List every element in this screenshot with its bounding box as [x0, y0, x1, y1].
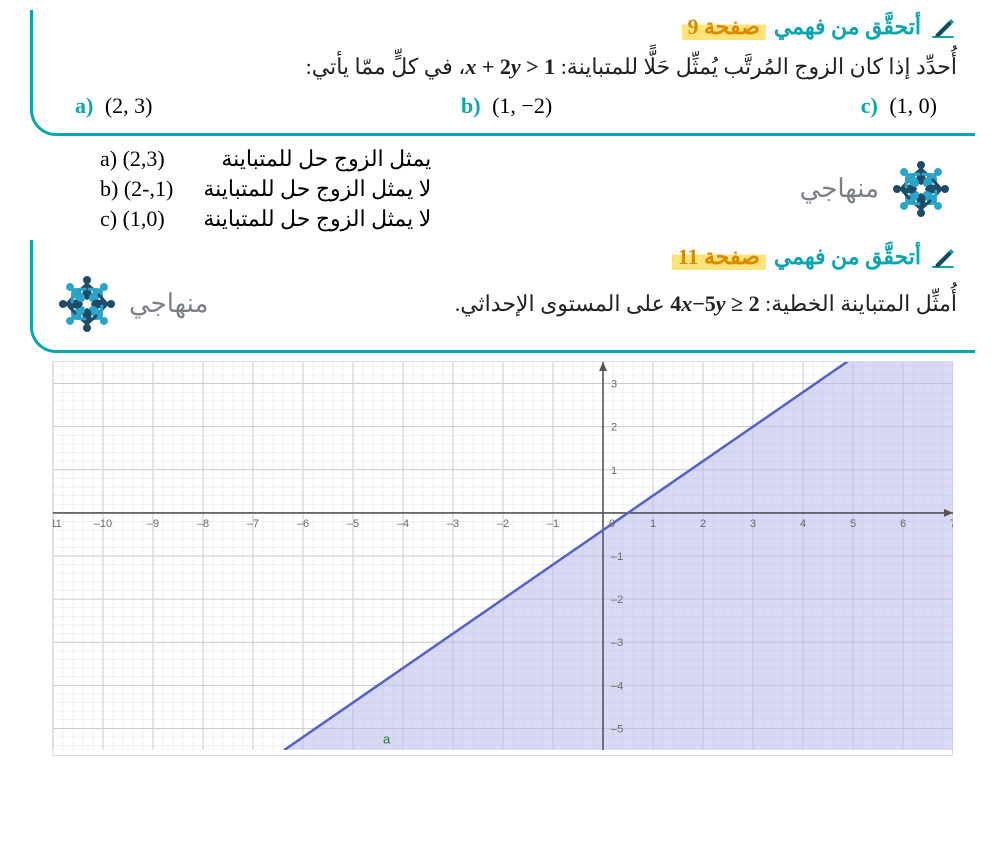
svg-text:–1: –1	[547, 518, 559, 530]
answers-text-column: يمثل الزوج حل للمتباينة لا يمثل الزوج حل…	[203, 146, 431, 232]
answers-left: a) (2,3) b) (2-,1) c) (1,0) يمثل الزوج ح…	[100, 146, 431, 232]
option-b-pair: (1, −2)	[492, 93, 552, 118]
answer-row-b-text: لا يمثل الزوج حل للمتباينة	[203, 176, 431, 202]
svg-text:–4: –4	[397, 518, 409, 530]
svg-text:–6: –6	[297, 518, 309, 530]
answer-row-b-pair: b) (2-,1)	[100, 176, 173, 202]
svg-text:1: 1	[650, 518, 656, 530]
option-a-letter: a)	[75, 93, 93, 118]
svg-text:5: 5	[850, 518, 856, 530]
svg-text:4: 4	[800, 518, 806, 530]
brand-icon	[889, 157, 953, 221]
svg-text:2: 2	[611, 422, 617, 434]
section-1-body-prefix: أُحدِّد إذا كان الزوج المُرتَّب يُمثِّل …	[561, 54, 957, 79]
answer-row-a-text: يمثل الزوج حل للمتباينة	[203, 146, 431, 172]
answer-row-c-text: لا يمثل الزوج حل للمتباينة	[203, 206, 431, 232]
svg-text:–5: –5	[347, 518, 359, 530]
section-2-page-ref: صفحة 11	[672, 244, 766, 272]
option-c-pair: (1, 0)	[889, 93, 937, 118]
svg-text:3: 3	[611, 379, 617, 391]
section-1-inequality: x + 2y > 1	[465, 54, 555, 79]
pen-icon	[931, 247, 957, 269]
option-b: b) (1, −2)	[461, 93, 552, 119]
brand-logo-1: منهاجي	[800, 157, 953, 221]
answer-row-c-pair: c) (1,0)	[100, 206, 173, 232]
svg-text:–4: –4	[611, 681, 623, 693]
section-1-title: أتحقَّق من فهمي	[774, 14, 921, 40]
section-2-body-prefix: أُمثِّل المتباينة الخطية:	[765, 291, 957, 316]
svg-text:–2: –2	[611, 595, 623, 607]
svg-text:–1: –1	[611, 551, 623, 563]
svg-text:0: 0	[609, 518, 615, 530]
brand-text-1: منهاجي	[800, 174, 879, 204]
svg-text:–11: –11	[53, 518, 62, 530]
option-c: c) (1, 0)	[861, 93, 937, 119]
option-c-letter: c)	[861, 93, 878, 118]
svg-text:7: 7	[950, 518, 953, 530]
section-1-body-suffix: ، في كلٍّ ممّا يأتي:	[306, 54, 466, 79]
svg-text:–3: –3	[447, 518, 459, 530]
svg-text:–10: –10	[94, 518, 112, 530]
section-2-body-suffix: على المستوى الإحداثي.	[455, 291, 665, 316]
svg-text:–5: –5	[611, 724, 623, 736]
option-a-pair: (2, 3)	[105, 93, 153, 118]
section-2-inequality: 4x−5y ≥ 2	[670, 291, 759, 316]
brand-icon	[55, 272, 119, 336]
svg-text:3: 3	[750, 518, 756, 530]
pen-icon	[931, 17, 957, 39]
svg-text:–7: –7	[247, 518, 259, 530]
section-2-body: أُمثِّل المتباينة الخطية: 4x−5y ≥ 2 على …	[455, 291, 957, 317]
section-2-header: أتحقَّق من فهمي صفحة 11	[55, 244, 957, 272]
answers-pairs-column: a) (2,3) b) (2-,1) c) (1,0)	[100, 146, 173, 232]
section-1-options: a) (2, 3) b) (1, −2) c) (1, 0)	[55, 93, 957, 119]
svg-text:–9: –9	[147, 518, 159, 530]
brand-text-2: منهاجي	[129, 289, 208, 319]
section-1-card: أتحقَّق من فهمي صفحة 9 أُحدِّد إذا كان ا…	[30, 10, 975, 136]
section-2-title: أتحقَّق من فهمي	[774, 244, 921, 270]
svg-text:1: 1	[611, 465, 617, 477]
section-1-page-ref: صفحة 9	[682, 14, 766, 42]
svg-text:–2: –2	[497, 518, 509, 530]
svg-text:–3: –3	[611, 638, 623, 650]
option-a: a) (2, 3)	[75, 93, 152, 119]
svg-text:6: 6	[900, 518, 906, 530]
brand-logo-2: منهاجي	[55, 272, 208, 336]
answer-row-a-pair: a) (2,3)	[100, 146, 173, 172]
option-b-letter: b)	[461, 93, 481, 118]
svg-text:2: 2	[700, 518, 706, 530]
section-1-body: أُحدِّد إذا كان الزوج المُرتَّب يُمثِّل …	[55, 48, 957, 85]
answers-block: a) (2,3) b) (2-,1) c) (1,0) يمثل الزوج ح…	[30, 144, 975, 234]
section-1-header: أتحقَّق من فهمي صفحة 9	[55, 14, 957, 42]
svg-text:–8: –8	[197, 518, 209, 530]
inequality-graph: –11–10–9–8–7–6–5–4–3–2–101234567–5–4–3–2…	[52, 361, 953, 756]
svg-text:a: a	[383, 732, 391, 747]
section-2-card: أتحقَّق من فهمي صفحة 11 أُمثِّل المتباين…	[30, 240, 975, 353]
